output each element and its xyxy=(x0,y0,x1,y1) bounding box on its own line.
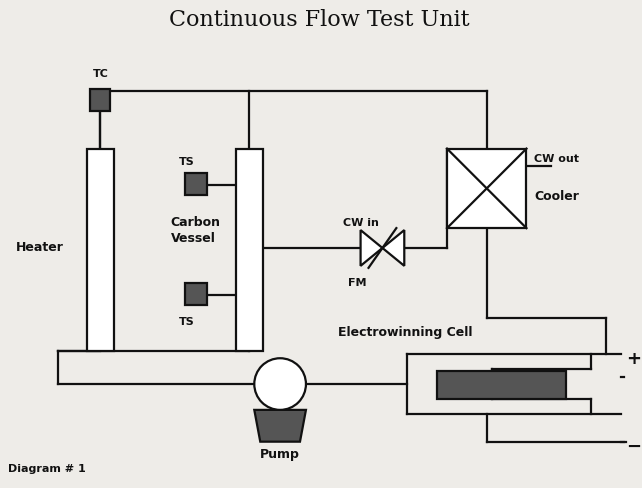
Text: Heater: Heater xyxy=(16,242,64,254)
Bar xyxy=(236,149,263,351)
Text: Pump: Pump xyxy=(260,447,300,461)
Text: CW out: CW out xyxy=(534,154,580,163)
Text: TC: TC xyxy=(92,69,108,79)
Text: +: + xyxy=(626,350,641,368)
Polygon shape xyxy=(254,410,306,442)
Text: FM: FM xyxy=(348,278,366,288)
Text: CW in: CW in xyxy=(343,218,379,228)
Bar xyxy=(447,149,526,228)
Text: TS: TS xyxy=(179,317,195,326)
Text: Diagram # 1: Diagram # 1 xyxy=(8,465,85,474)
Polygon shape xyxy=(383,230,404,266)
Text: −: − xyxy=(626,438,641,456)
Text: Carbon: Carbon xyxy=(171,216,221,229)
Text: TS: TS xyxy=(179,157,195,166)
Text: Continuous Flow Test Unit: Continuous Flow Test Unit xyxy=(169,8,469,31)
Text: Cooler: Cooler xyxy=(534,190,579,203)
Text: Electrowinning Cell: Electrowinning Cell xyxy=(338,326,473,339)
Bar xyxy=(185,173,207,195)
Bar xyxy=(437,371,566,399)
Bar xyxy=(87,149,114,351)
Bar xyxy=(185,283,207,305)
Polygon shape xyxy=(361,230,383,266)
Text: Vessel: Vessel xyxy=(171,231,216,244)
Bar xyxy=(91,89,110,111)
Circle shape xyxy=(254,358,306,410)
